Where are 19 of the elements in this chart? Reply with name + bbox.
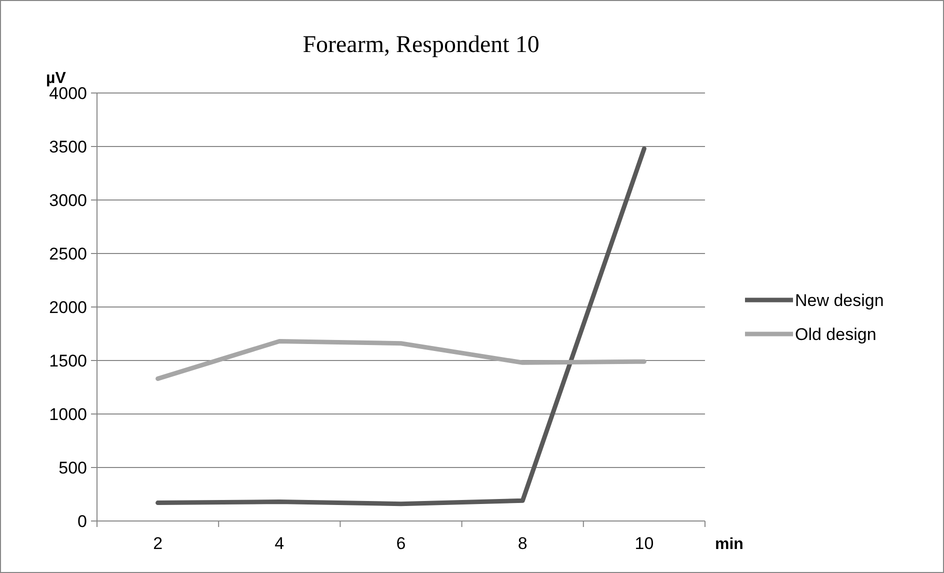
y-tick-label: 0 <box>78 512 87 531</box>
x-tick-label: 6 <box>396 534 406 553</box>
y-tick-label: 500 <box>58 458 87 478</box>
x-axis-title: min <box>715 536 744 553</box>
y-tick-label: 2000 <box>49 298 87 317</box>
x-tick-label: 10 <box>634 534 654 553</box>
y-tick-label: 1500 <box>49 351 87 370</box>
y-tick-label: 3500 <box>49 137 87 156</box>
legend-label: New design <box>795 290 884 310</box>
chart-title: Forearm, Respondent 10 <box>302 32 540 58</box>
x-tick-label: 8 <box>518 534 528 553</box>
line-series <box>156 338 646 381</box>
y-tick-label: 2500 <box>49 244 87 264</box>
x-tick-label: 4 <box>274 534 284 553</box>
y-tick-label: 1000 <box>49 404 87 424</box>
y-tick-label: 3000 <box>49 190 87 210</box>
legend-label: Old design <box>795 324 876 344</box>
line-series <box>156 146 646 506</box>
x-tick-label: 2 <box>153 534 163 553</box>
